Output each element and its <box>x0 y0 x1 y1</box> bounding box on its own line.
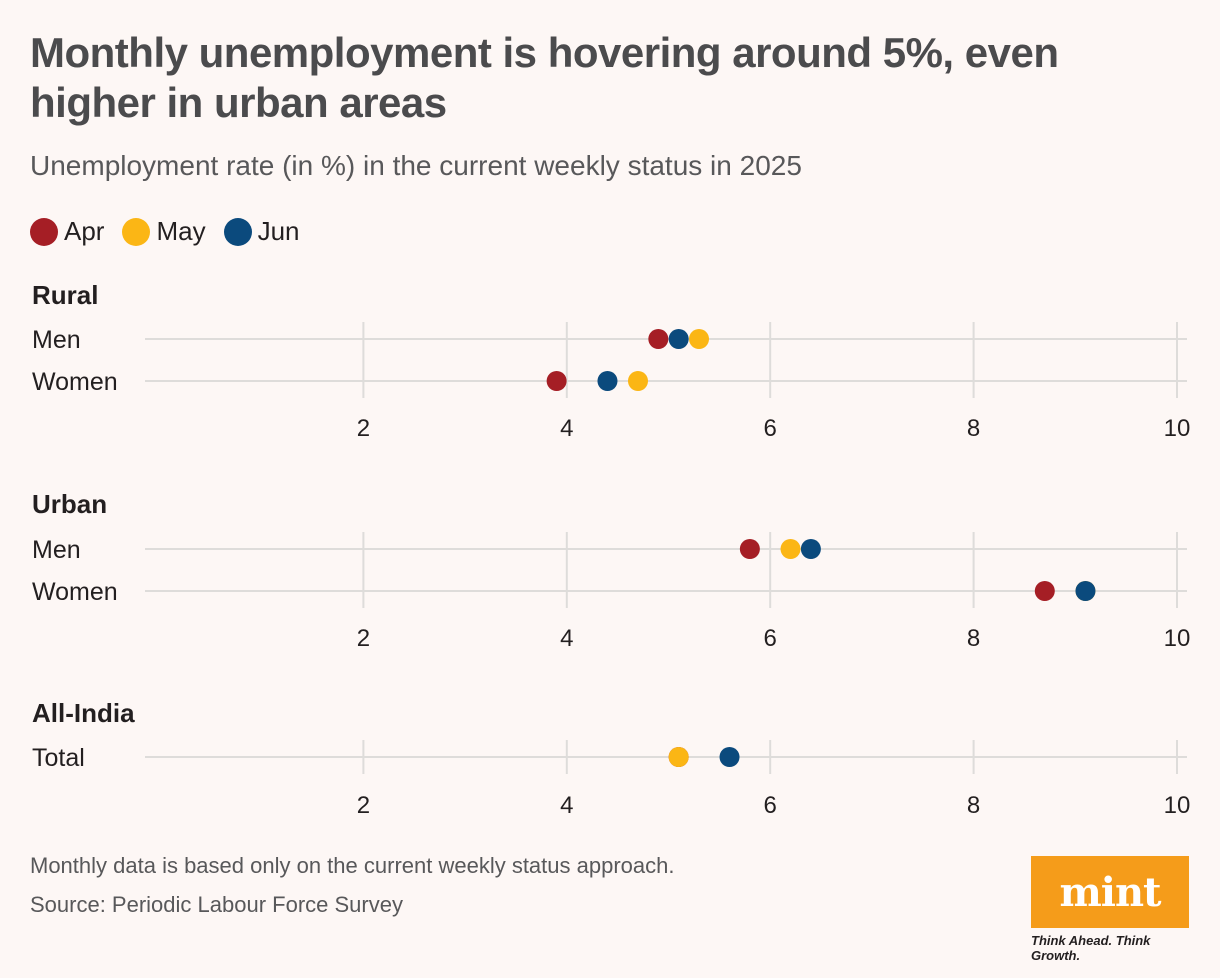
legend-label-may: May <box>156 216 206 246</box>
tick-label-all-india-6: 6 <box>764 792 777 819</box>
chart-title: Monthly unemployment is hovering around … <box>30 29 1059 126</box>
dot-rural-women-apr <box>546 371 567 391</box>
logo-text: mint <box>1059 868 1161 916</box>
legend-item-jun: Jun <box>223 216 300 247</box>
tick-label-urban-4: 4 <box>560 625 573 652</box>
tick-label-rural-2: 2 <box>357 415 370 442</box>
chart-subtitle: Unemployment rate (in %) in the current … <box>30 150 802 181</box>
row-label-all-india-total: Total <box>32 744 85 772</box>
tick-label-all-india-10: 10 <box>1164 792 1191 819</box>
source-note: Source: Periodic Labour Force Survey <box>30 892 403 917</box>
legend-label-jun: Jun <box>257 216 300 246</box>
dot-rural-women-jun <box>597 371 618 391</box>
row-label-urban-women: Women <box>32 578 118 606</box>
dot-urban-women-apr <box>1034 581 1055 601</box>
dot-rural-women-may <box>627 371 648 391</box>
tick-label-all-india-8: 8 <box>967 792 980 819</box>
row-label-rural-women: Women <box>32 368 118 396</box>
tick-label-rural-4: 4 <box>560 415 573 442</box>
tick-label-rural-10: 10 <box>1164 415 1191 442</box>
row-label-rural-men: Men <box>32 326 81 354</box>
tagline: Think Ahead. Think Growth. <box>1031 933 1151 963</box>
legend: Apr May Jun <box>30 216 318 247</box>
legend-dot-jun <box>223 217 252 246</box>
tick-label-urban-2: 2 <box>357 625 370 652</box>
tick-label-all-india-4: 4 <box>560 792 573 819</box>
dot-urban-men-jun <box>800 539 821 559</box>
dot-urban-women-jun <box>1075 581 1096 601</box>
tick-label-urban-6: 6 <box>764 625 777 652</box>
panel-title-rural: Rural <box>32 280 98 310</box>
footnote: Monthly data is based only on the curren… <box>30 853 675 878</box>
panel-title-all-india: All-India <box>32 698 135 728</box>
tick-label-all-india-2: 2 <box>357 792 370 819</box>
tick-label-urban-8: 8 <box>967 625 980 652</box>
row-label-urban-men: Men <box>32 536 81 564</box>
dot-all-india-total-jun <box>719 747 740 767</box>
mint-logo: mint <box>1031 856 1189 928</box>
legend-dot-may <box>122 217 151 246</box>
dot-urban-men-may <box>780 539 801 559</box>
legend-item-may: May <box>122 216 206 247</box>
tick-label-rural-6: 6 <box>764 415 777 442</box>
legend-label-apr: Apr <box>64 216 105 246</box>
dot-rural-men-apr <box>648 329 669 349</box>
panel-title-urban: Urban <box>32 489 107 519</box>
legend-dot-apr <box>30 217 58 246</box>
dot-urban-men-apr <box>739 539 760 559</box>
dot-all-india-total-may <box>668 747 689 767</box>
dot-rural-men-may <box>689 329 710 349</box>
legend-item-apr: Apr <box>30 216 104 247</box>
tick-label-urban-10: 10 <box>1164 625 1191 652</box>
tick-label-rural-8: 8 <box>967 415 980 442</box>
dot-rural-men-jun <box>668 329 689 349</box>
